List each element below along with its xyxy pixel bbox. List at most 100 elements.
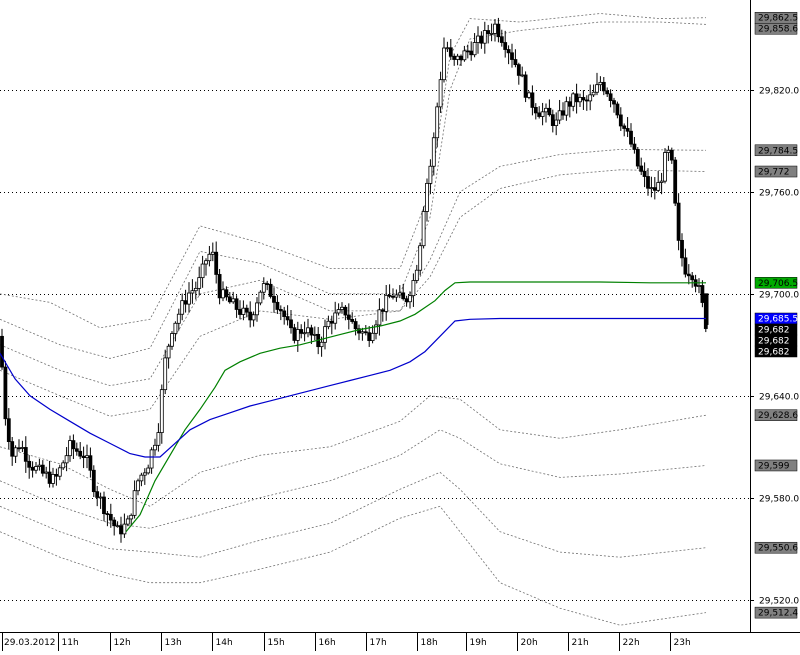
candle-body — [221, 289, 225, 299]
candle-body — [445, 47, 450, 50]
candle-body — [686, 273, 691, 277]
candle-body — [574, 93, 579, 103]
candle-body — [615, 103, 620, 116]
candle-body — [149, 449, 154, 469]
candle-body — [353, 321, 358, 330]
candle-body — [112, 519, 117, 527]
candle-body — [204, 260, 208, 265]
candle-body — [591, 91, 596, 96]
candle-body — [207, 253, 212, 262]
candle-body — [554, 119, 559, 126]
candle-body — [697, 285, 701, 287]
candle-body — [238, 309, 242, 315]
candle-body — [95, 491, 100, 498]
candle-body — [27, 460, 32, 468]
candle-body — [421, 211, 426, 247]
candle-body — [343, 306, 348, 316]
candle-body — [533, 107, 538, 114]
candle-body — [598, 81, 603, 86]
candle-body — [17, 447, 21, 450]
candles — [0, 17, 709, 543]
x-tick-label: 18h — [421, 638, 438, 648]
candle-body — [166, 345, 171, 359]
candle-body — [54, 474, 59, 477]
candle-body — [122, 523, 127, 535]
price-tag-label: 29,682 — [758, 348, 790, 358]
price-tag — [754, 606, 798, 619]
candle-body — [340, 306, 344, 310]
candle-body — [408, 295, 412, 303]
candle-body — [656, 182, 661, 191]
candle-body — [503, 42, 508, 50]
candle-body — [418, 245, 423, 271]
candle-body — [329, 320, 334, 324]
candle-body — [605, 90, 610, 95]
candle-body — [472, 42, 477, 56]
candle-body — [537, 112, 542, 117]
candle-body — [125, 518, 130, 525]
candle-body — [251, 314, 256, 321]
candle-body — [357, 328, 361, 334]
candle-body — [292, 327, 297, 341]
candle-body — [493, 23, 497, 34]
candle-body — [561, 110, 565, 116]
candle-body — [683, 257, 688, 275]
candle-body — [119, 525, 123, 535]
candle-body — [642, 170, 647, 177]
candle-body — [360, 331, 365, 334]
price-tag-label: 29,772 — [758, 168, 790, 178]
price-tag-label: 29,706.5 — [758, 279, 798, 289]
candle-body — [108, 513, 113, 521]
price-tag-label: 29,858.6 — [758, 25, 798, 35]
candle-body — [173, 322, 178, 334]
candle-body — [571, 93, 576, 107]
candle-body — [350, 318, 355, 322]
candle-body — [635, 148, 640, 167]
candle-body — [163, 357, 168, 391]
candle-body — [469, 50, 474, 56]
candle-body — [64, 455, 69, 464]
candle-body — [629, 130, 633, 145]
vwap-green-line — [125, 281, 706, 533]
candle-body — [510, 52, 514, 60]
candle-body — [44, 471, 49, 474]
candle-body — [3, 366, 8, 420]
band-line — [0, 148, 707, 387]
x-tick-label: 16h — [319, 638, 336, 648]
candle-body — [527, 92, 531, 98]
band-line — [0, 169, 707, 417]
candle-body — [462, 50, 467, 61]
candle-body — [306, 327, 310, 334]
candle-body — [530, 92, 535, 108]
candle-body — [523, 74, 528, 98]
candle-body — [85, 455, 89, 459]
candle-body — [452, 55, 457, 60]
candle-body — [397, 292, 402, 296]
candle-body — [411, 280, 416, 297]
vwap-lines — [0, 281, 706, 533]
candle-body — [663, 152, 667, 182]
candle-body — [176, 313, 181, 324]
candle-body — [425, 182, 429, 212]
candle-body — [404, 298, 409, 303]
band-line — [0, 429, 707, 529]
x-tick-label: 17h — [370, 638, 387, 648]
candle-body — [384, 294, 389, 312]
candle-body — [51, 474, 55, 484]
band-line — [0, 21, 707, 359]
band-line — [0, 471, 707, 558]
x-start-date-label: 29.03.2012 — [4, 638, 56, 648]
candle-body — [336, 309, 341, 314]
candle-body — [581, 97, 586, 101]
band-line — [0, 13, 707, 329]
candle-body — [98, 496, 103, 499]
candle-body — [289, 319, 293, 329]
candle-body — [10, 441, 15, 457]
x-tick-label: 12h — [114, 638, 131, 648]
candle-body — [506, 49, 511, 54]
candle-body — [479, 35, 484, 44]
candle-body — [6, 418, 11, 442]
price-tag-label: 29,682 — [758, 326, 790, 336]
